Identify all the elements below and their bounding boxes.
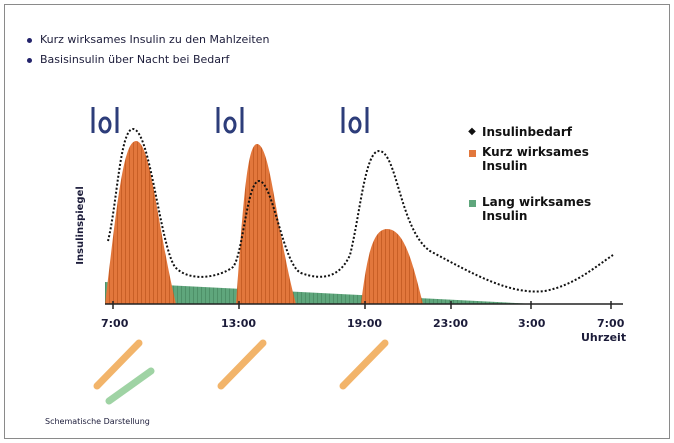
legend-swatch [469, 200, 476, 207]
x-label: 7:00 [597, 317, 624, 330]
legend-label: Kurz wirksames Insulin [482, 145, 592, 173]
x-label: 7:00 [101, 317, 128, 330]
x-label: 3:00 [518, 317, 545, 330]
x-axis-label: Uhrzeit [581, 331, 626, 344]
bullet: Kurz wirksames Insulin zu den Mahlzeiten [27, 33, 269, 46]
x-label: 19:00 [347, 317, 382, 330]
short-acting-areas [105, 141, 423, 304]
legend-label: Insulinbedarf [482, 125, 592, 139]
bullet: Basisinsulin über Nacht bei Bedarf [27, 53, 229, 66]
legend-label: Lang wirksames Insulin [482, 195, 592, 223]
y-axis-label: Insulinspiegel [75, 186, 86, 265]
legend-swatch [469, 150, 476, 157]
footnote: Schematische Darstellung [45, 417, 150, 426]
x-label: 13:00 [221, 317, 256, 330]
pens [97, 343, 385, 401]
figure: ◆ Kurz wirksames Insulin zu den Mahlzeit… [4, 4, 670, 439]
x-label: 23:00 [433, 317, 468, 330]
legend-marker: ◆ [468, 126, 476, 137]
